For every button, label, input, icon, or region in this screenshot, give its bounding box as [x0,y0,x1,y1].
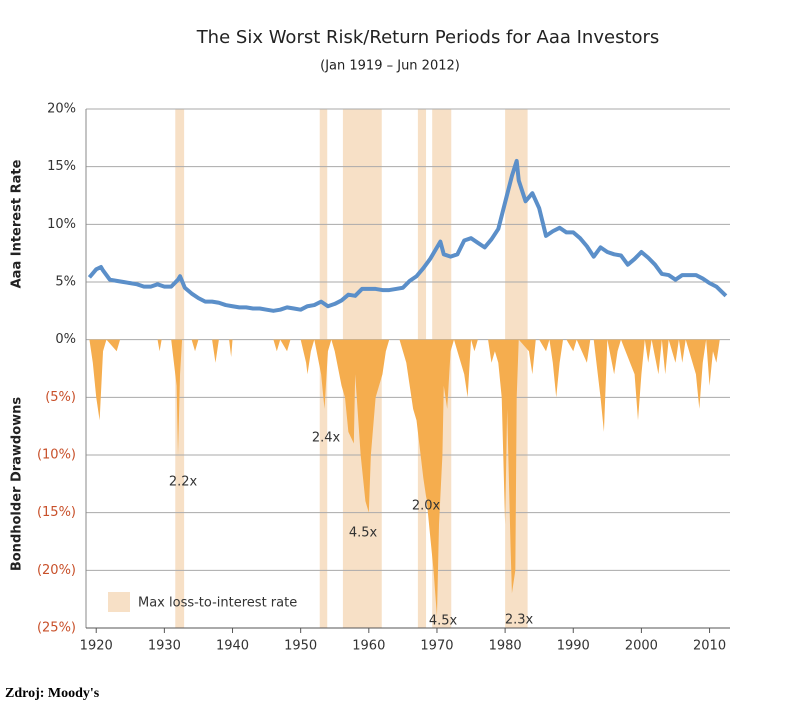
y-axis-label: Bondholder Drawdowns [10,397,25,572]
y-tick-label: 5% [55,275,76,290]
legend-label: Max loss-to-interest rate [138,596,297,611]
x-tick-label: 2010 [693,639,726,654]
y-tick-label: (25%) [37,621,76,636]
x-tick-label: 1960 [352,639,385,654]
chart-title: The Six Worst Risk/Return Periods for Aa… [196,27,660,48]
y-tick-label: 20% [47,102,76,117]
x-tick-label: 2000 [625,639,658,654]
annotation: 2.4x [312,431,341,446]
rate-line [87,158,728,313]
y-tick-label: (10%) [37,448,76,463]
x-tick-label: 1950 [284,639,317,654]
annotation: 2.0x [412,499,441,514]
x-tick-label: 1980 [489,639,522,654]
y-tick-label: 0% [55,332,76,347]
y-tick-label: (20%) [37,563,76,578]
y-tick-label: (5%) [45,390,76,405]
x-tick-label: 1940 [216,639,249,654]
y-tick-label: 15% [47,159,76,174]
annotation: 4.5x [349,526,378,541]
annotation: 4.5x [429,614,458,629]
x-tick-label: 1930 [148,639,181,654]
x-tick-label: 1970 [420,639,453,654]
annotation: 2.2x [169,475,198,490]
y-tick-label: (15%) [37,505,76,520]
legend-swatch [108,592,130,612]
chart-subtitle: (Jan 1919 – Jun 2012) [320,59,460,74]
annotation: 2.3x [505,613,534,628]
y-axis-label: Aaa Interest Rate [10,159,25,288]
y-tick-label: 10% [47,217,76,232]
x-tick-label: 1920 [80,639,113,654]
source: Zdroj: Moody's [5,686,100,701]
x-tick-label: 1990 [557,639,590,654]
